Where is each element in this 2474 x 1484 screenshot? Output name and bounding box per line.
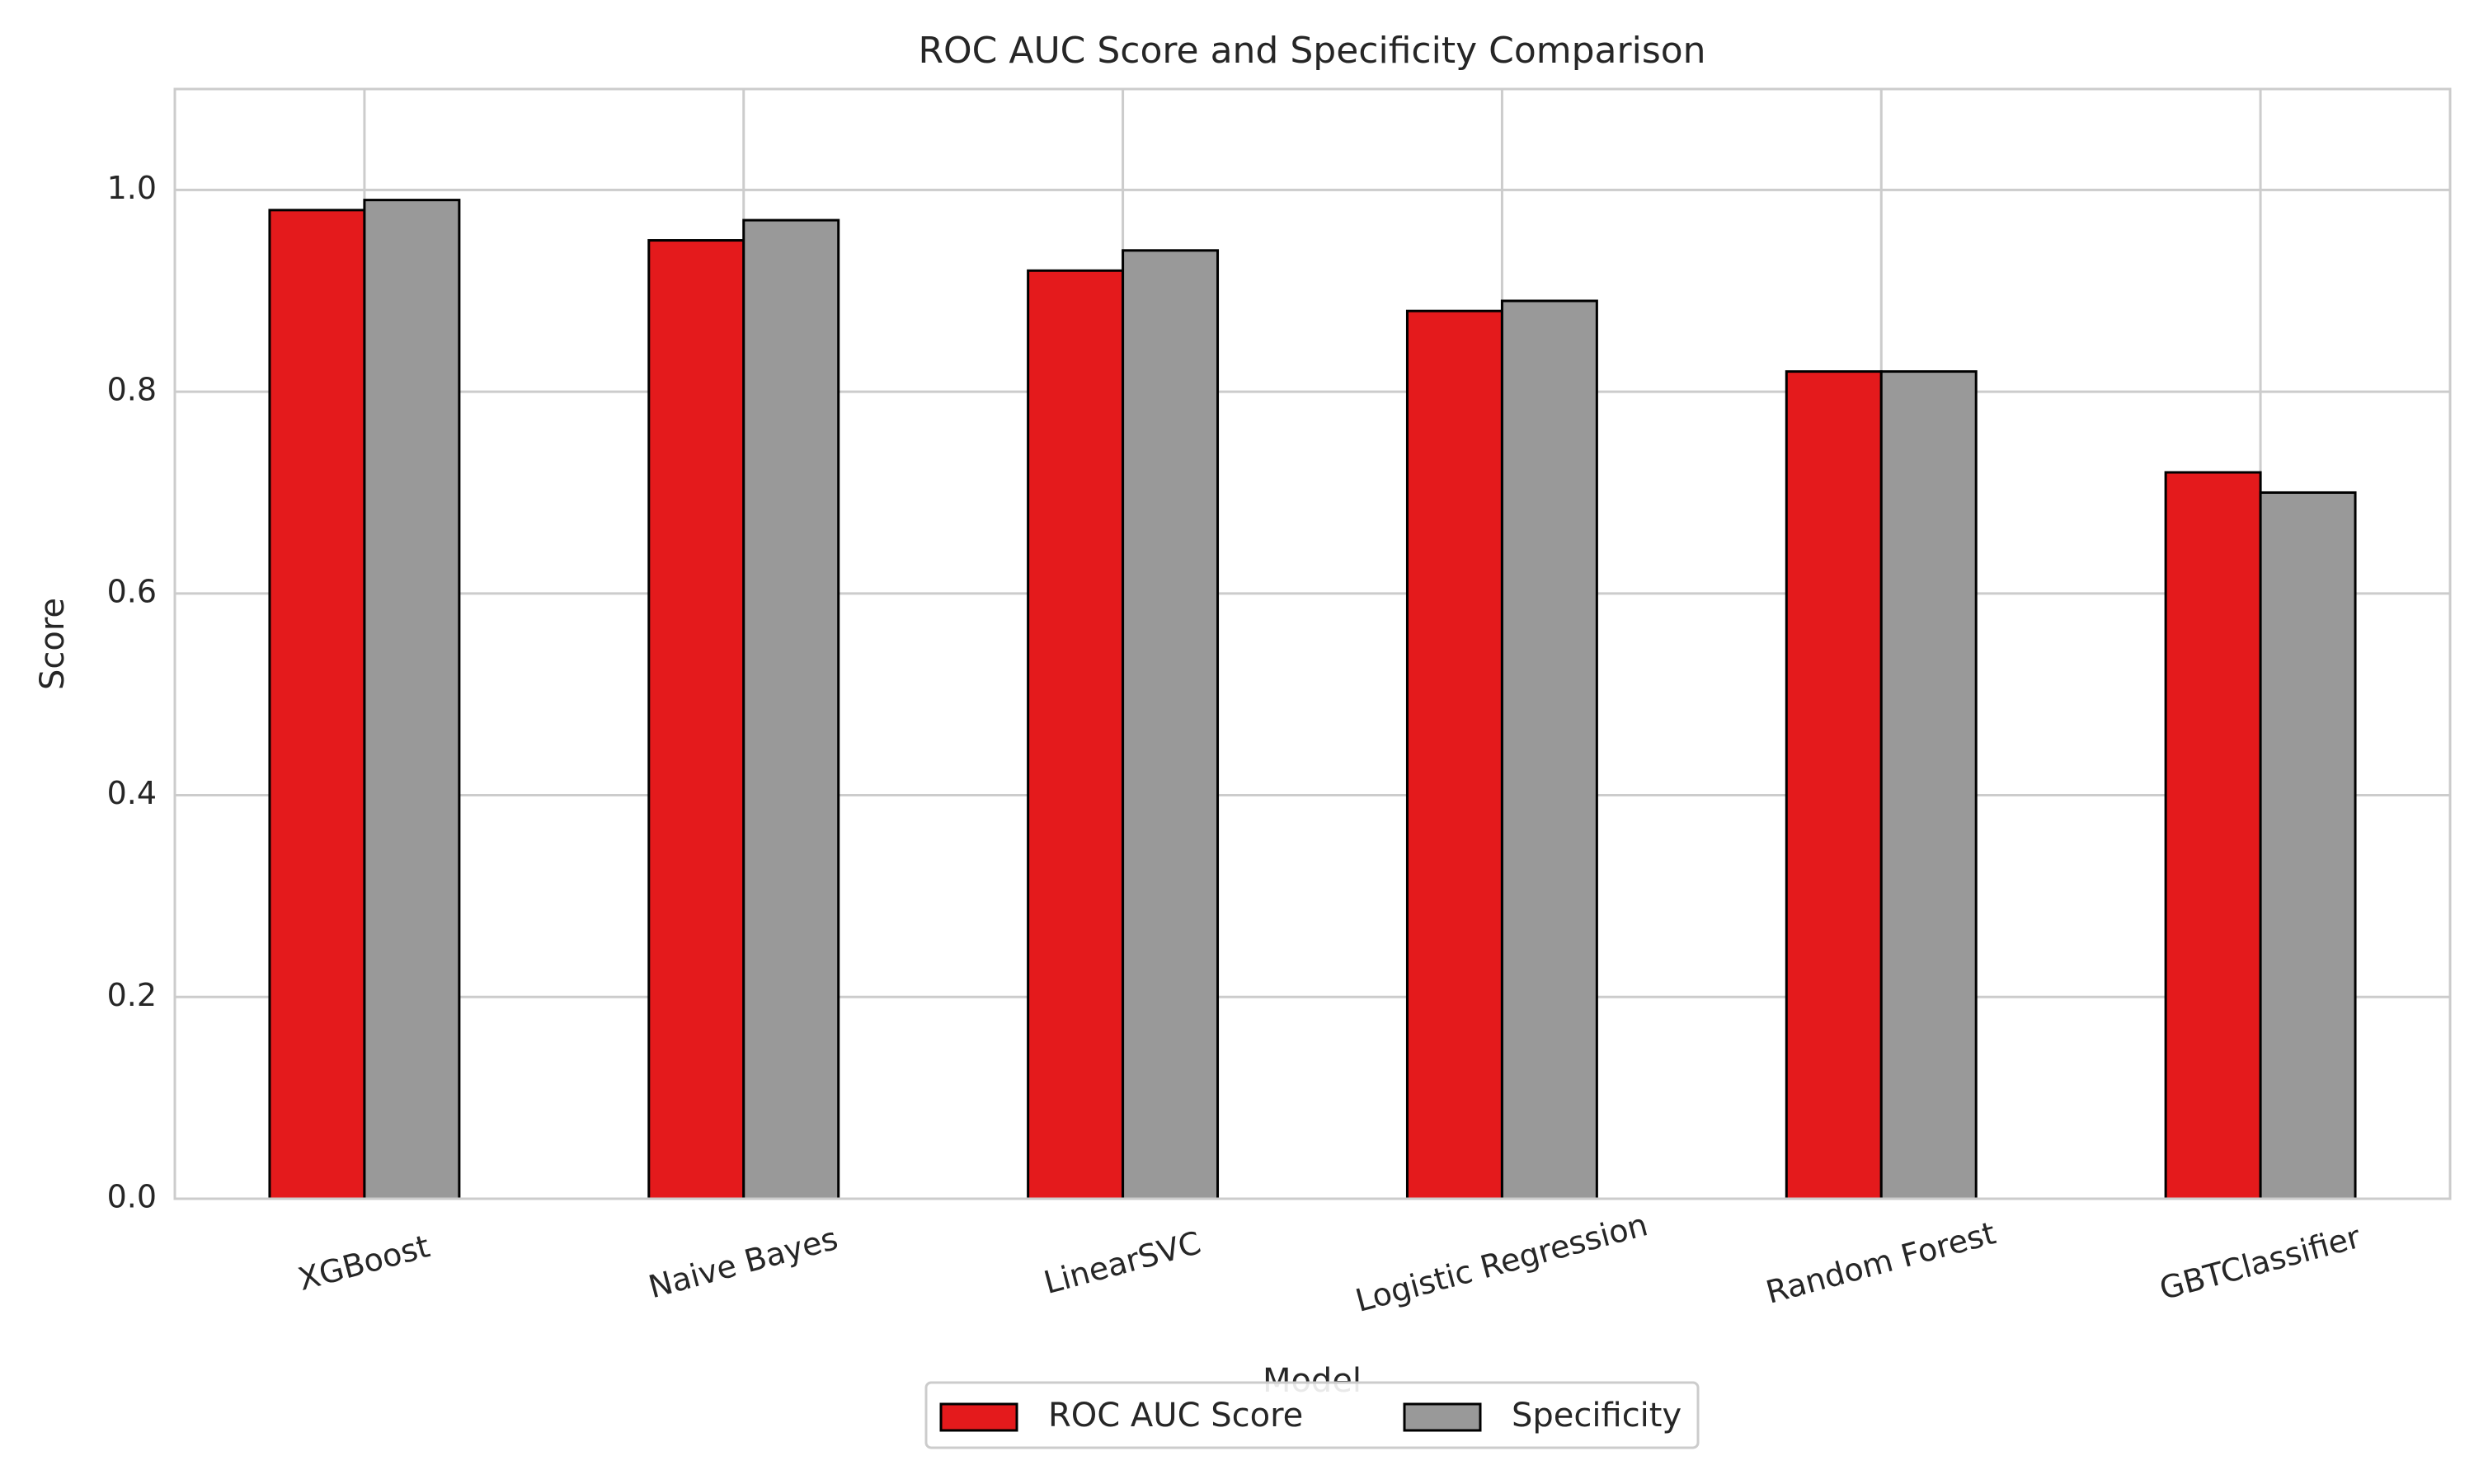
- bars: [268, 199, 2357, 1200]
- bar: [1500, 299, 1598, 1200]
- legend-label: Specificity: [1512, 1397, 1681, 1435]
- legend-label: ROC AUC Score: [1048, 1397, 1303, 1435]
- y-tick-label: 0.6: [107, 573, 157, 609]
- bar: [1879, 370, 1978, 1200]
- bar: [268, 209, 366, 1200]
- bar: [1405, 309, 1503, 1200]
- legend-swatch: [939, 1402, 1018, 1432]
- bar: [363, 199, 461, 1200]
- plot-frame: [173, 87, 2452, 1200]
- legend-box: [924, 1381, 1700, 1449]
- bar: [2164, 471, 2262, 1200]
- y-axis-label: Score: [34, 598, 72, 690]
- chart-title: ROC AUC Score and Specificity Comparison: [918, 30, 1705, 72]
- legend-swatch: [1403, 1402, 1482, 1432]
- legend: ROC AUC Score Specificity: [924, 1381, 1700, 1449]
- y-tick-label: 1.0: [107, 170, 157, 206]
- y-tick-label: 0.2: [107, 977, 157, 1013]
- bar: [1122, 249, 1220, 1200]
- bar: [647, 239, 745, 1200]
- bar: [2259, 491, 2357, 1200]
- bar: [1785, 370, 1883, 1200]
- y-tick-label: 0.8: [107, 372, 157, 408]
- bar: [742, 218, 840, 1200]
- y-tick-label: 0.0: [107, 1179, 157, 1215]
- bar: [1027, 269, 1125, 1200]
- y-tick-label: 0.4: [107, 775, 157, 811]
